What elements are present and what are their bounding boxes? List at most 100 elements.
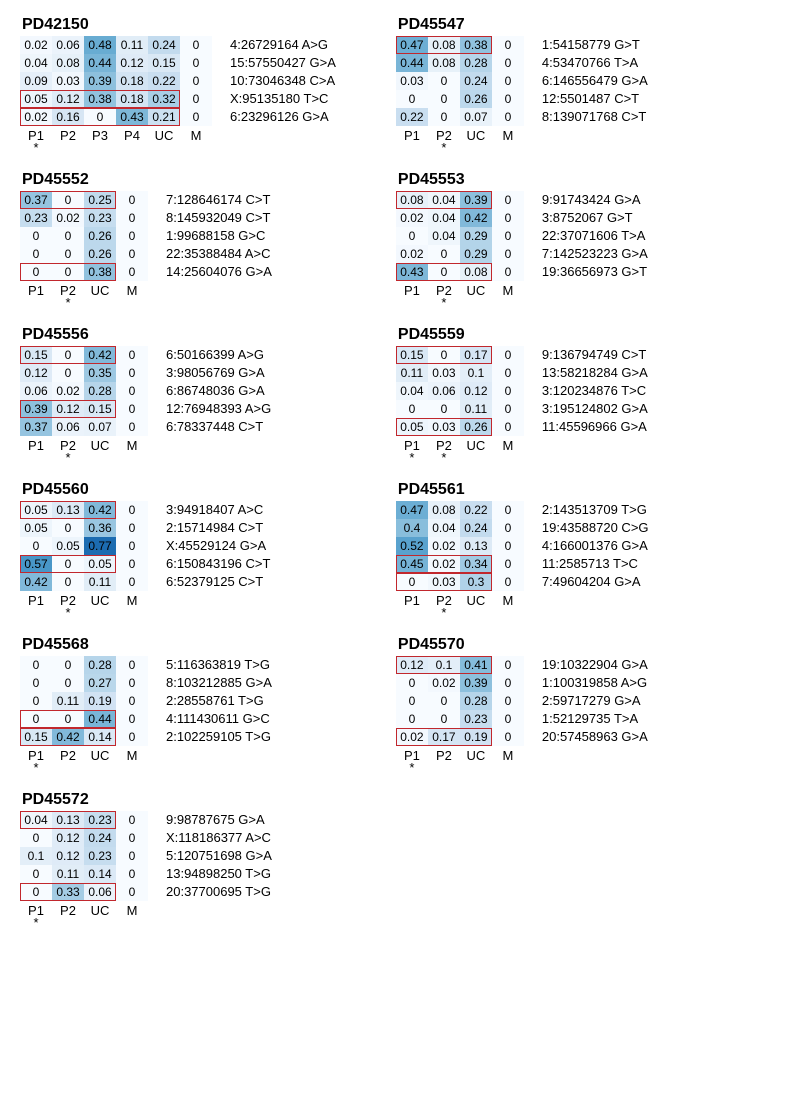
heatmap-cell: 0.05 bbox=[52, 537, 84, 555]
heatmap-cell: 0 bbox=[116, 710, 148, 728]
heatmap-row: 0.050.030.26011:45596966 G>A bbox=[396, 418, 649, 436]
heatmap-cell: 0.06 bbox=[52, 418, 84, 436]
row-annotation: X:45529124 G>A bbox=[166, 537, 266, 555]
row-annotation: 22:35388484 A>C bbox=[166, 245, 270, 263]
heatmap-row: 00.330.06020:37700695 T>G bbox=[20, 883, 336, 901]
heatmap-row: 0.020.060.480.110.2404:26729164 A>G bbox=[20, 36, 336, 54]
heatmap-row: 0.370.060.0706:78337448 C>T bbox=[20, 418, 336, 436]
heatmap-row: 000.2802:59717279 G>A bbox=[396, 692, 649, 710]
heatmap-cell: 0 bbox=[492, 36, 524, 54]
heatmap-cell: 0 bbox=[116, 728, 148, 746]
x-label: M bbox=[492, 748, 524, 763]
heatmap-cell: 0 bbox=[52, 710, 84, 728]
panel-title: PD45572 bbox=[22, 791, 336, 809]
heatmap-cell: 0 bbox=[396, 573, 428, 591]
heatmap-cell: 0 bbox=[116, 382, 148, 400]
heatmap-cell: 0.14 bbox=[84, 865, 116, 883]
star-marker: * bbox=[428, 143, 460, 153]
x-label: P1 bbox=[20, 593, 52, 608]
heatmap-row: 0.120.10.41019:10322904 G>A bbox=[396, 656, 649, 674]
star-marker bbox=[116, 453, 148, 463]
heatmap-cell: 0 bbox=[180, 72, 212, 90]
star-marker: * bbox=[428, 453, 460, 463]
heatmap-cell: 0.06 bbox=[84, 883, 116, 901]
heatmap-cell: 0 bbox=[428, 710, 460, 728]
heatmap-cell: 0 bbox=[20, 865, 52, 883]
heatmap-cell: 0 bbox=[396, 400, 428, 418]
panel-title: PD45568 bbox=[22, 636, 336, 654]
heatmap-cell: 0.02 bbox=[428, 674, 460, 692]
heatmap-cell: 0 bbox=[52, 555, 84, 573]
row-annotation: 14:25604076 G>A bbox=[166, 263, 272, 281]
star-marker bbox=[116, 298, 148, 308]
heatmap-row: 0.5700.0506:150843196 C>T bbox=[20, 555, 336, 573]
heatmap-row: 000.26012:5501487 C>T bbox=[396, 90, 649, 108]
x-axis: P1P2UCM bbox=[396, 748, 649, 763]
columns: PD421500.020.060.480.110.2404:26729164 A… bbox=[20, 16, 780, 946]
heatmap-cell: 0 bbox=[116, 209, 148, 227]
star-marker: * bbox=[396, 763, 428, 773]
heatmap-cell: 0.19 bbox=[84, 692, 116, 710]
heatmap-cell: 0.33 bbox=[52, 883, 84, 901]
x-label: P1 bbox=[20, 283, 52, 298]
heatmap-grid: 0.1500.1709:136794749 C>T0.110.030.1013:… bbox=[396, 346, 649, 436]
heatmap-row: 00.110.14013:94898250 T>G bbox=[20, 865, 336, 883]
heatmap-cell: 0 bbox=[492, 501, 524, 519]
heatmap-row: 0.520.020.1304:166001376 G>A bbox=[396, 537, 649, 555]
heatmap-cell: 0.29 bbox=[460, 227, 492, 245]
heatmap-cell: 0 bbox=[492, 245, 524, 263]
row-annotation: 7:128646174 C>T bbox=[166, 191, 270, 209]
heatmap-cell: 0.44 bbox=[396, 54, 428, 72]
heatmap-cell: 0.77 bbox=[84, 537, 116, 555]
heatmap-cell: 0.16 bbox=[52, 108, 84, 126]
heatmap-cell: 0 bbox=[116, 519, 148, 537]
star-marker bbox=[492, 143, 524, 153]
heatmap-cell: 0 bbox=[396, 90, 428, 108]
heatmap-cell: 0.48 bbox=[84, 36, 116, 54]
heatmap-grid: 0.080.040.3909:91743424 G>A0.020.040.420… bbox=[396, 191, 649, 281]
panel-PD45572: PD455720.040.130.2309:98787675 G>A00.120… bbox=[20, 791, 336, 928]
heatmap-grid: 0.470.080.2202:143513709 T>G0.40.040.240… bbox=[396, 501, 649, 591]
heatmap-cell: 0 bbox=[396, 710, 428, 728]
panel-title: PD45570 bbox=[398, 636, 649, 654]
heatmap-cell: 0 bbox=[428, 346, 460, 364]
heatmap-cell: 0.38 bbox=[84, 90, 116, 108]
heatmap-cell: 0 bbox=[52, 227, 84, 245]
heatmap-cell: 0.28 bbox=[460, 692, 492, 710]
heatmap-cell: 0.28 bbox=[84, 656, 116, 674]
row-annotation: 22:37071606 T>A bbox=[542, 227, 646, 245]
heatmap-cell: 0.13 bbox=[52, 501, 84, 519]
heatmap-cell: 0.02 bbox=[428, 537, 460, 555]
heatmap-cell: 0 bbox=[52, 656, 84, 674]
star-marker bbox=[460, 608, 492, 618]
heatmap-row: 0.050.130.4203:94918407 A>C bbox=[20, 501, 336, 519]
star-row: * bbox=[20, 143, 336, 153]
heatmap-row: 000.4404:111430611 G>C bbox=[20, 710, 336, 728]
heatmap-cell: 0.04 bbox=[20, 811, 52, 829]
panel-PD42150: PD421500.020.060.480.110.2404:26729164 A… bbox=[20, 16, 336, 153]
heatmap-cell: 0.34 bbox=[460, 555, 492, 573]
heatmap-cell: 0.19 bbox=[460, 728, 492, 746]
x-label: P3 bbox=[84, 128, 116, 143]
heatmap-cell: 0.47 bbox=[396, 501, 428, 519]
heatmap-cell: 0 bbox=[116, 865, 148, 883]
star-marker: * bbox=[20, 918, 52, 928]
heatmap-cell: 0.22 bbox=[396, 108, 428, 126]
x-label: M bbox=[116, 903, 148, 918]
x-label: UC bbox=[460, 748, 492, 763]
heatmap-cell: 0 bbox=[492, 710, 524, 728]
row-annotation: 4:166001376 G>A bbox=[542, 537, 648, 555]
heatmap-cell: 0.1 bbox=[460, 364, 492, 382]
heatmap-cell: 0.26 bbox=[84, 227, 116, 245]
heatmap-cell: 0.42 bbox=[52, 728, 84, 746]
heatmap-cell: 0.08 bbox=[428, 54, 460, 72]
row-annotation: 6:50166399 A>G bbox=[166, 346, 264, 364]
heatmap-cell: 0.44 bbox=[84, 54, 116, 72]
x-label: UC bbox=[84, 903, 116, 918]
heatmap-row: 0.2200.0708:139071768 C>T bbox=[396, 108, 649, 126]
heatmap-cell: 0 bbox=[20, 227, 52, 245]
row-annotation: 3:195124802 G>A bbox=[542, 400, 648, 418]
heatmap-cell: 0 bbox=[116, 811, 148, 829]
heatmap-cell: 0.08 bbox=[428, 501, 460, 519]
heatmap-cell: 0 bbox=[396, 227, 428, 245]
